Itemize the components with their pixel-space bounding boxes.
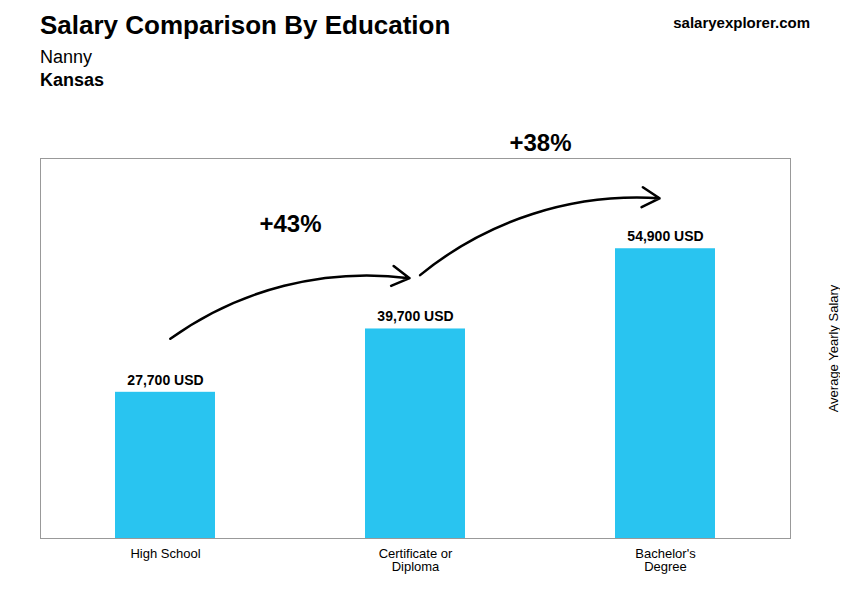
svg-text:+38%: +38%	[509, 129, 571, 156]
svg-text:Bachelor'sDegree: Bachelor'sDegree	[635, 546, 696, 574]
svg-text:Average Yearly Salary: Average Yearly Salary	[826, 284, 841, 412]
html-text:salaryexplorer.com: salaryexplorer.com	[673, 14, 810, 31]
html-text:Salary Comparison By Education: Salary Comparison By Education	[40, 10, 451, 40]
html-text:Nanny: Nanny	[40, 47, 92, 67]
svg-text:+43%: +43%	[259, 210, 321, 237]
html-text:Kansas: Kansas	[40, 70, 104, 90]
svg-text:Certificate orDiploma: Certificate orDiploma	[379, 546, 453, 574]
svg-text:54,900 USD: 54,900 USD	[627, 228, 703, 244]
svg-text:39,700 USD: 39,700 USD	[377, 308, 453, 324]
svg-text:High School: High School	[130, 546, 200, 561]
svg-text:27,700 USD: 27,700 USD	[127, 372, 203, 388]
